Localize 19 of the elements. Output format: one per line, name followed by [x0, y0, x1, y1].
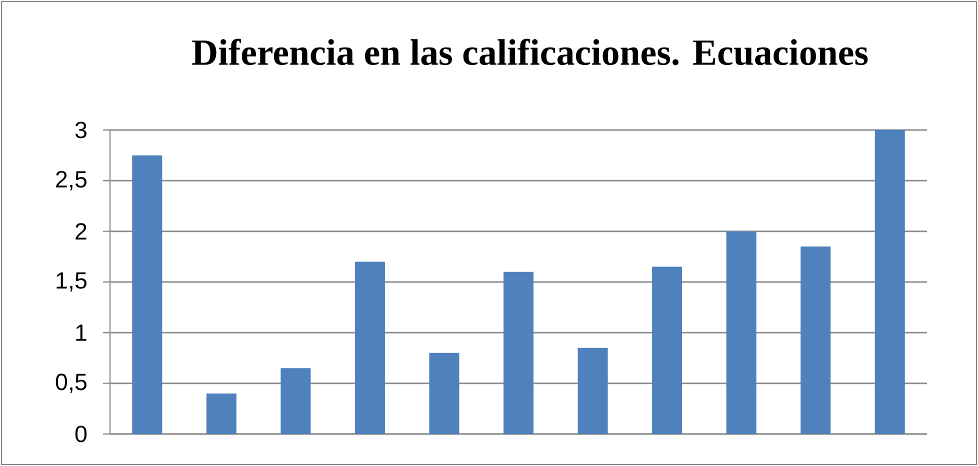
- bar: [280, 368, 311, 434]
- bar: [504, 272, 534, 434]
- bar: [652, 266, 682, 434]
- y-tick-label: 2,5: [56, 170, 86, 190]
- y-tick-label: 0: [75, 426, 87, 442]
- bar: [429, 352, 460, 434]
- bar: [874, 130, 905, 434]
- bar: [206, 393, 236, 434]
- bar: [578, 348, 608, 434]
- y-tick-label: 1: [76, 324, 86, 341]
- bar: [800, 246, 831, 434]
- bar: [354, 262, 385, 434]
- y-tick-label: 0,5: [56, 374, 86, 393]
- bar: [132, 155, 162, 434]
- y-tick-label: 2: [76, 223, 86, 240]
- chart-title: Diferencia en las calificaciones. Ecuaciones: [192, 38, 868, 66]
- bar: [726, 231, 756, 434]
- y-tick-label: 1,5: [56, 272, 86, 292]
- y-tick-label: 3: [75, 122, 86, 138]
